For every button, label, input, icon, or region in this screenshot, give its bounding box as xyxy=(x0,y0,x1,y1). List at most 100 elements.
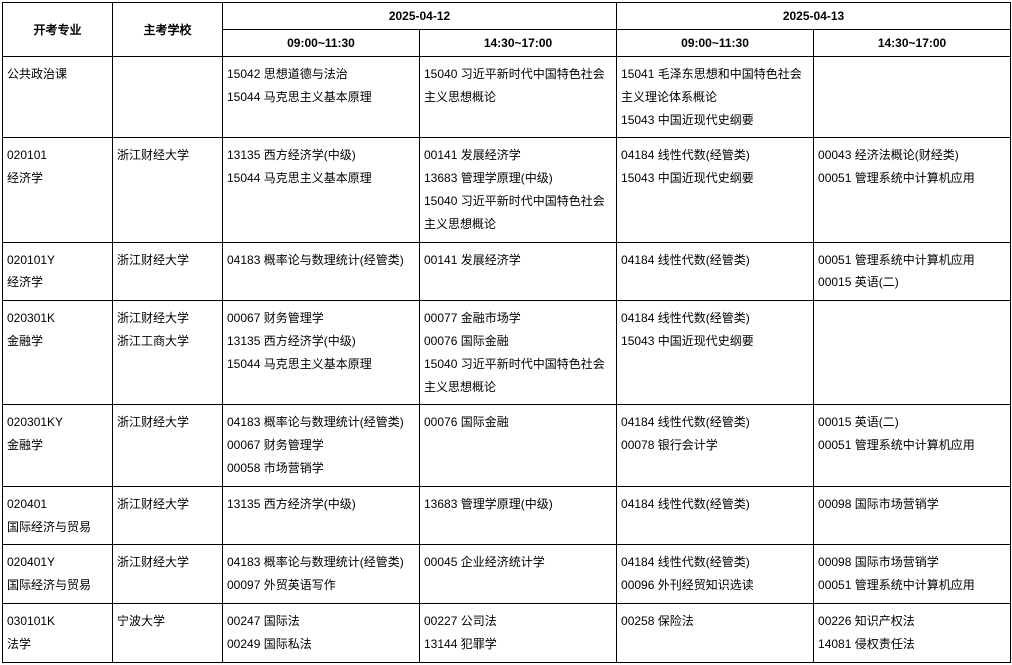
cell-slot2: 13683 管理学原理(中级) xyxy=(420,486,617,545)
cell-major: 020101Y经济学 xyxy=(3,242,113,301)
cell-school-line: 浙江财经大学 xyxy=(117,144,218,167)
cell-slot1-line: 00249 国际私法 xyxy=(227,633,415,656)
table-row: 020301K金融学浙江财经大学浙江工商大学00067 财务管理学13135 西… xyxy=(3,301,1011,405)
cell-slot2-line: 15040 习近平新时代中国特色社会主义思想概论 xyxy=(424,63,612,109)
cell-slot3-line: 15043 中国近现代史纲要 xyxy=(621,109,809,132)
cell-slot1-line: 00097 外贸英语写作 xyxy=(227,574,415,597)
cell-slot3-line: 00096 外刊经贸知识选读 xyxy=(621,574,809,597)
cell-slot2-line: 13683 管理学原理(中级) xyxy=(424,493,612,516)
cell-slot3-line: 04184 线性代数(经管类) xyxy=(621,411,809,434)
cell-slot3-line: 04184 线性代数(经管类) xyxy=(621,144,809,167)
cell-major-line: 公共政治课 xyxy=(7,63,108,86)
table-row: 030101K法学宁波大学00247 国际法00249 国际私法00227 公司… xyxy=(3,603,1011,662)
cell-slot3-line: 15043 中国近现代史纲要 xyxy=(621,330,809,353)
cell-major-line: 020101 xyxy=(7,144,108,167)
cell-major-line: 金融学 xyxy=(7,330,108,353)
header-row-1: 开考专业 主考学校 2025-04-12 2025-04-13 xyxy=(3,3,1011,30)
cell-slot4: 00015 英语(二)00051 管理系统中计算机应用 xyxy=(814,405,1011,486)
header-date2: 2025-04-13 xyxy=(617,3,1011,30)
cell-slot3-line: 15043 中国近现代史纲要 xyxy=(621,167,809,190)
cell-school: 浙江财经大学 xyxy=(113,405,223,486)
table-row: 020101Y经济学浙江财经大学04183 概率论与数理统计(经管类)00141… xyxy=(3,242,1011,301)
cell-slot3: 04184 线性代数(经管类)15043 中国近现代史纲要 xyxy=(617,301,814,405)
exam-schedule-table: 开考专业 主考学校 2025-04-12 2025-04-13 09:00~11… xyxy=(2,2,1011,663)
cell-major-line: 020301K xyxy=(7,307,108,330)
cell-major: 030101K法学 xyxy=(3,603,113,662)
cell-slot4-line: 00015 英语(二) xyxy=(818,411,1006,434)
cell-slot4: 00098 国际市场营销学 xyxy=(814,486,1011,545)
cell-slot2: 15040 习近平新时代中国特色社会主义思想概论 xyxy=(420,57,617,138)
cell-major-line: 经济学 xyxy=(7,167,108,190)
cell-slot3-line: 04184 线性代数(经管类) xyxy=(621,307,809,330)
cell-slot3-line: 15041 毛泽东思想和中国特色社会主义理论体系概论 xyxy=(621,63,809,109)
cell-slot4-line: 00226 知识产权法 xyxy=(818,610,1006,633)
cell-school: 浙江财经大学 xyxy=(113,486,223,545)
cell-major-line: 国际经济与贸易 xyxy=(7,516,108,539)
table-row: 020101经济学浙江财经大学13135 西方经济学(中级)15044 马克思主… xyxy=(3,138,1011,242)
cell-slot1-line: 13135 西方经济学(中级) xyxy=(227,330,415,353)
cell-slot4-line: 00051 管理系统中计算机应用 xyxy=(818,249,1006,272)
cell-slot1: 00067 财务管理学13135 西方经济学(中级)15044 马克思主义基本原… xyxy=(223,301,420,405)
cell-slot3: 04184 线性代数(经管类) xyxy=(617,242,814,301)
cell-major-line: 020301KY xyxy=(7,411,108,434)
cell-slot2: 00077 金融市场学00076 国际金融15040 习近平新时代中国特色社会主… xyxy=(420,301,617,405)
cell-slot1-line: 13135 西方经济学(中级) xyxy=(227,144,415,167)
cell-slot3: 04184 线性代数(经管类) xyxy=(617,486,814,545)
cell-major-line: 020401 xyxy=(7,493,108,516)
cell-slot1: 13135 西方经济学(中级)15044 马克思主义基本原理 xyxy=(223,138,420,242)
cell-major-line: 经济学 xyxy=(7,271,108,294)
cell-school-line: 浙江财经大学 xyxy=(117,307,218,330)
header-slot2: 14:30~17:00 xyxy=(420,30,617,57)
cell-slot2-line: 00077 金融市场学 xyxy=(424,307,612,330)
cell-major: 020301KY金融学 xyxy=(3,405,113,486)
cell-slot1: 00247 国际法00249 国际私法 xyxy=(223,603,420,662)
table-row: 020301KY金融学浙江财经大学04183 概率论与数理统计(经管类)0006… xyxy=(3,405,1011,486)
cell-slot2-line: 00227 公司法 xyxy=(424,610,612,633)
cell-slot2-line: 15040 习近平新时代中国特色社会主义思想概论 xyxy=(424,353,612,399)
cell-slot2-line: 00141 发展经济学 xyxy=(424,144,612,167)
cell-slot1: 04183 概率论与数理统计(经管类)00067 财务管理学00058 市场营销… xyxy=(223,405,420,486)
table-row: 020401国际经济与贸易浙江财经大学13135 西方经济学(中级) 13683 … xyxy=(3,486,1011,545)
cell-slot4-line: 14081 侵权责任法 xyxy=(818,633,1006,656)
cell-major-line: 国际经济与贸易 xyxy=(7,574,108,597)
cell-slot2-line: 15040 习近平新时代中国特色社会主义思想概论 xyxy=(424,190,612,236)
cell-slot1-line: 15044 马克思主义基本原理 xyxy=(227,86,415,109)
cell-slot1-line: 15044 马克思主义基本原理 xyxy=(227,167,415,190)
cell-school: 宁波大学 xyxy=(113,603,223,662)
cell-major: 020401国际经济与贸易 xyxy=(3,486,113,545)
cell-school-line: 浙江工商大学 xyxy=(117,330,218,353)
cell-school: 浙江财经大学 xyxy=(113,138,223,242)
cell-slot4-line: 00015 英语(二) xyxy=(818,271,1006,294)
cell-slot1-line: 13135 西方经济学(中级) xyxy=(227,493,415,516)
table-body: 公共政治课15042 思想道德与法治15044 马克思主义基本原理15040 习… xyxy=(3,57,1011,663)
header-major: 开考专业 xyxy=(3,3,113,57)
header-school: 主考学校 xyxy=(113,3,223,57)
cell-slot3: 00258 保险法 xyxy=(617,603,814,662)
cell-slot3: 15041 毛泽东思想和中国特色社会主义理论体系概论15043 中国近现代史纲要 xyxy=(617,57,814,138)
cell-school xyxy=(113,57,223,138)
cell-slot1-line: 00247 国际法 xyxy=(227,610,415,633)
cell-major-line: 030101K xyxy=(7,610,108,633)
cell-slot2: 00045 企业经济统计学 xyxy=(420,545,617,604)
cell-slot4: 00226 知识产权法14081 侵权责任法 xyxy=(814,603,1011,662)
cell-slot1-line: 04183 概率论与数理统计(经管类) xyxy=(227,411,415,434)
cell-slot1-line: 15044 马克思主义基本原理 xyxy=(227,353,415,376)
cell-slot1: 15042 思想道德与法治15044 马克思主义基本原理 xyxy=(223,57,420,138)
header-slot3: 09:00~11:30 xyxy=(617,30,814,57)
cell-slot4-line: 00051 管理系统中计算机应用 xyxy=(818,434,1006,457)
cell-slot4 xyxy=(814,301,1011,405)
table-row: 020401Y国际经济与贸易浙江财经大学04183 概率论与数理统计(经管类)0… xyxy=(3,545,1011,604)
cell-slot2: 00141 发展经济学13683 管理学原理(中级)15040 习近平新时代中国… xyxy=(420,138,617,242)
cell-major-line: 020101Y xyxy=(7,249,108,272)
cell-slot3: 04184 线性代数(经管类)00078 银行会计学 xyxy=(617,405,814,486)
cell-slot1: 04183 概率论与数理统计(经管类) xyxy=(223,242,420,301)
cell-slot3-line: 00258 保险法 xyxy=(621,610,809,633)
cell-slot2-line: 00076 国际金融 xyxy=(424,330,612,353)
cell-slot1-line: 00058 市场营销学 xyxy=(227,457,415,480)
cell-slot4: 00043 经济法概论(财经类)00051 管理系统中计算机应用 xyxy=(814,138,1011,242)
cell-slot1-line: 15042 思想道德与法治 xyxy=(227,63,415,86)
cell-major: 020401Y国际经济与贸易 xyxy=(3,545,113,604)
cell-school-line: 宁波大学 xyxy=(117,610,218,633)
cell-slot1-line: 00067 财务管理学 xyxy=(227,307,415,330)
cell-school: 浙江财经大学浙江工商大学 xyxy=(113,301,223,405)
